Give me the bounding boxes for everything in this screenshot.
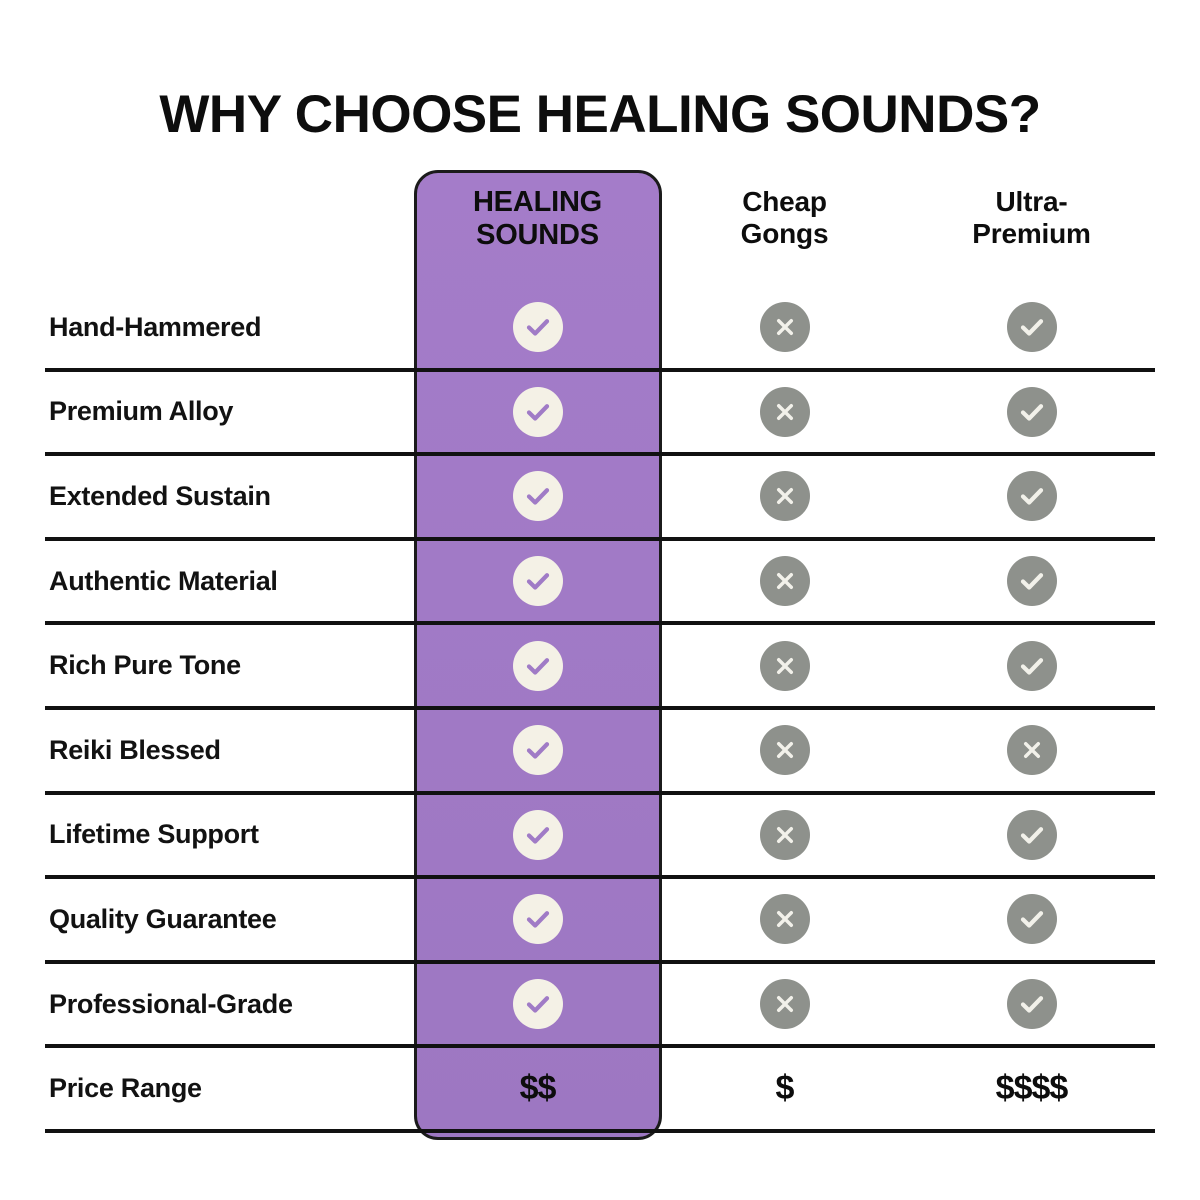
check-icon <box>1006 979 1057 1030</box>
cross-icon <box>1006 725 1057 776</box>
table-row: Rich Pure Tone <box>45 621 1155 706</box>
cell-ultra-premium <box>908 979 1155 1030</box>
table-row: Lifetime Support <box>45 790 1155 876</box>
cell-cheap-gongs <box>661 640 908 691</box>
header-healing-sounds-line1: HEALING <box>472 186 603 218</box>
cell-cheap-gongs <box>661 809 908 860</box>
table-row: Premium Alloy <box>45 367 1155 453</box>
table-header-row: HEALING SOUNDS Cheap Gongs Ultra- Premiu… <box>45 186 1155 272</box>
check-icon <box>512 725 563 776</box>
header-ultra-premium: Ultra- Premium <box>908 186 1155 250</box>
header-cheap-gongs-line1: Cheap <box>742 186 827 217</box>
cell-cheap-gongs <box>661 302 908 353</box>
cell-healing-sounds <box>414 894 661 945</box>
check-icon <box>1006 471 1057 522</box>
row-label: Extended Sustain <box>49 480 271 511</box>
page-title: WHY CHOOSE HEALING SOUNDS? <box>159 84 1041 144</box>
row-label: Professional-Grade <box>49 988 293 1019</box>
check-icon <box>1006 302 1057 353</box>
cell-cheap-gongs <box>661 979 908 1030</box>
cross-icon <box>759 725 810 776</box>
header-cheap-gongs-line2: Gongs <box>740 217 829 249</box>
header-ultra-premium-line2: Premium <box>972 217 1091 249</box>
check-icon <box>1006 809 1057 860</box>
check-icon <box>512 302 563 353</box>
row-label: Authentic Material <box>49 565 278 596</box>
table-row: Quality Guarantee <box>45 875 1155 960</box>
row-label: Reiki Blessed <box>49 734 221 765</box>
cell-healing-sounds <box>414 386 661 437</box>
header-healing-sounds: HEALING SOUNDS <box>414 186 661 252</box>
table-row: Professional-Grade <box>45 959 1155 1045</box>
price-value: $ <box>775 1069 795 1108</box>
cell-healing-sounds <box>414 556 661 607</box>
cell-healing-sounds <box>414 302 661 353</box>
cell-price-cheap-gongs: $ <box>661 1069 908 1108</box>
table-row: Reiki Blessed <box>45 705 1155 791</box>
check-icon <box>1006 640 1057 691</box>
cell-cheap-gongs <box>661 471 908 522</box>
cell-healing-sounds <box>414 640 661 691</box>
cross-icon <box>759 556 810 607</box>
cell-healing-sounds <box>414 725 661 776</box>
row-label: Quality Guarantee <box>49 903 277 934</box>
header-healing-sounds-line2: SOUNDS <box>476 219 599 252</box>
cell-cheap-gongs <box>661 386 908 437</box>
cell-ultra-premium <box>908 386 1155 437</box>
row-label: Hand-Hammered <box>49 311 262 342</box>
cell-ultra-premium <box>908 640 1155 691</box>
cell-ultra-premium <box>908 894 1155 945</box>
cell-ultra-premium <box>908 556 1155 607</box>
cell-cheap-gongs <box>661 556 908 607</box>
row-label: Lifetime Support <box>49 819 259 850</box>
table-row: Authentic Material <box>45 536 1155 622</box>
row-label: Rich Pure Tone <box>49 650 241 681</box>
cross-icon <box>759 979 810 1030</box>
header-cheap-gongs: Cheap Gongs <box>661 186 908 250</box>
row-label: Premium Alloy <box>49 396 234 427</box>
cross-icon <box>759 809 810 860</box>
cell-cheap-gongs <box>661 725 908 776</box>
cell-healing-sounds <box>414 471 661 522</box>
price-value: $$ <box>519 1069 557 1108</box>
check-icon <box>512 386 563 437</box>
cell-price-healing-sounds: $$ <box>414 1069 661 1108</box>
cell-ultra-premium <box>908 302 1155 353</box>
cell-ultra-premium <box>908 725 1155 776</box>
table-row: Hand-Hammered <box>45 287 1155 368</box>
check-icon <box>1006 556 1057 607</box>
check-icon <box>512 894 563 945</box>
price-value: $$$$ <box>995 1069 1069 1108</box>
cell-cheap-gongs <box>661 894 908 945</box>
cell-ultra-premium <box>908 809 1155 860</box>
cell-ultra-premium <box>908 471 1155 522</box>
check-icon <box>512 809 563 860</box>
check-icon <box>1006 894 1057 945</box>
cell-healing-sounds <box>414 809 661 860</box>
check-icon <box>512 471 563 522</box>
check-icon <box>512 979 563 1030</box>
row-label: Price Range <box>49 1073 202 1104</box>
check-icon <box>512 556 563 607</box>
cross-icon <box>759 640 810 691</box>
cross-icon <box>759 302 810 353</box>
table-row-price: Price Range $$ $ $$$$ <box>45 1044 1155 1129</box>
check-icon <box>1006 386 1057 437</box>
check-icon <box>512 640 563 691</box>
cross-icon <box>759 471 810 522</box>
cell-healing-sounds <box>414 979 661 1030</box>
table-row: Extended Sustain <box>45 452 1155 537</box>
cross-icon <box>759 894 810 945</box>
cell-price-ultra-premium: $$$$ <box>908 1069 1155 1108</box>
table-body: Hand-Hammered Premium Alloy Extended Susta… <box>45 287 1155 1133</box>
header-ultra-premium-line1: Ultra- <box>995 186 1068 217</box>
cross-icon <box>759 386 810 437</box>
